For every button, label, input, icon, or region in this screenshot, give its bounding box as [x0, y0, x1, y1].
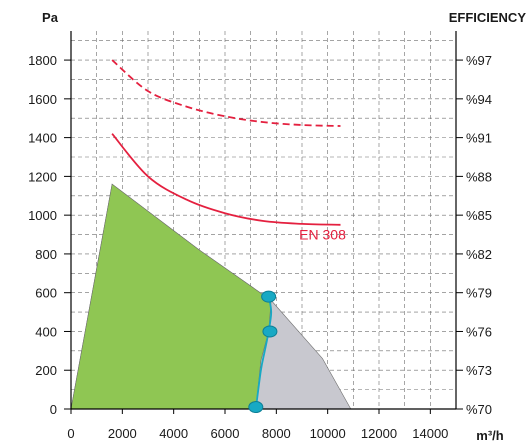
operating-limit-curve	[254, 296, 273, 410]
x-tick-label: 14000	[412, 426, 448, 441]
y-tick-label: 200	[35, 363, 57, 378]
x-tick-label: 12000	[361, 426, 397, 441]
y-tick-label: 1400	[28, 131, 57, 146]
x-tick-label: 2000	[108, 426, 137, 441]
performance-areas	[70, 183, 352, 410]
y2-tick-label: %88	[466, 169, 492, 184]
y2-tick-label: %76	[466, 324, 492, 339]
x-tick-label: 10000	[310, 426, 346, 441]
y2-tick-label: %79	[466, 286, 492, 301]
y2-tick-label: %94	[466, 92, 492, 107]
en308-annotation: EN 308	[299, 227, 346, 243]
y-tick-label: 1600	[28, 92, 57, 107]
x-tick-label: 6000	[211, 426, 240, 441]
y-tick-label: 1200	[28, 169, 57, 184]
y2-tick-label: %70	[466, 402, 492, 417]
y-axis-unit: Pa	[42, 10, 59, 25]
operating-point-marker	[262, 325, 278, 338]
tick-labels: 0 200 400 600 800 1000 1200 1400 1600 1800 %70 %73%…	[28, 53, 492, 441]
y2-tick-label: %91	[466, 131, 492, 146]
en308-efficiency-curve	[111, 133, 341, 226]
operating-markers	[248, 290, 278, 414]
x-axis-unit: m³/h	[476, 428, 504, 443]
y-tick-label: 0	[50, 402, 57, 417]
axes	[64, 31, 463, 414]
x-tick-label: 8000	[262, 426, 291, 441]
y-tick-label: 1000	[28, 208, 57, 223]
operating-point-marker	[248, 401, 264, 414]
y2-tick-label: %85	[466, 208, 492, 223]
y-tick-label: 400	[35, 324, 57, 339]
y2-tick-label: %97	[466, 53, 492, 68]
y2-tick-label: %82	[466, 247, 492, 262]
y-tick-label: 800	[35, 247, 57, 262]
operating-point-marker	[261, 290, 277, 303]
x-tick-label: 0	[67, 426, 74, 441]
y2-axis-unit: EFFICIENCY	[449, 10, 527, 25]
x-tick-label: 4000	[159, 426, 188, 441]
curves	[111, 59, 341, 410]
max-efficiency-curve	[111, 59, 341, 127]
y-tick-label: 1800	[28, 53, 57, 68]
y-tick-label: 600	[35, 286, 57, 301]
y2-tick-label: %73	[466, 363, 492, 378]
